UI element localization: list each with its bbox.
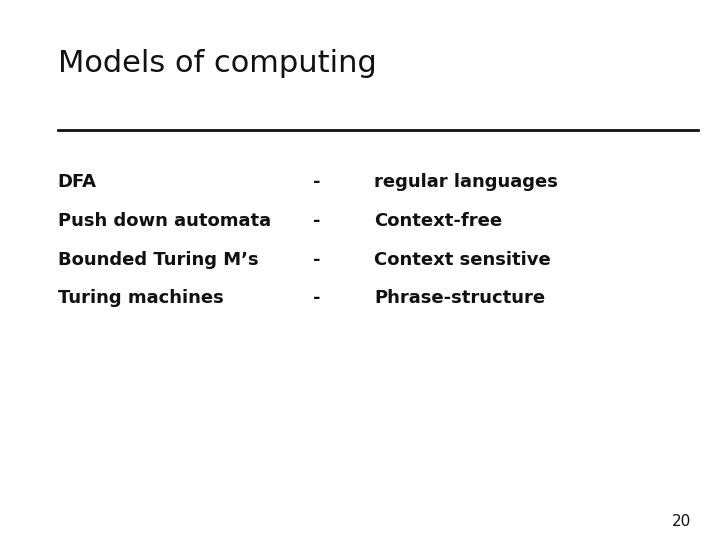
Text: Phrase-structure: Phrase-structure <box>374 289 546 307</box>
Text: -: - <box>313 173 320 191</box>
Text: regular languages: regular languages <box>374 173 558 191</box>
Text: Context sensitive: Context sensitive <box>374 251 551 268</box>
Text: Context-free: Context-free <box>374 212 503 230</box>
Text: -: - <box>313 212 320 230</box>
Text: -: - <box>313 289 320 307</box>
Text: DFA: DFA <box>58 173 96 191</box>
Text: Bounded Turing M’s: Bounded Turing M’s <box>58 251 258 268</box>
Text: Turing machines: Turing machines <box>58 289 223 307</box>
Text: 20: 20 <box>672 514 691 529</box>
Text: -: - <box>313 251 320 268</box>
Text: Push down automata: Push down automata <box>58 212 271 230</box>
Text: Models of computing: Models of computing <box>58 49 377 78</box>
